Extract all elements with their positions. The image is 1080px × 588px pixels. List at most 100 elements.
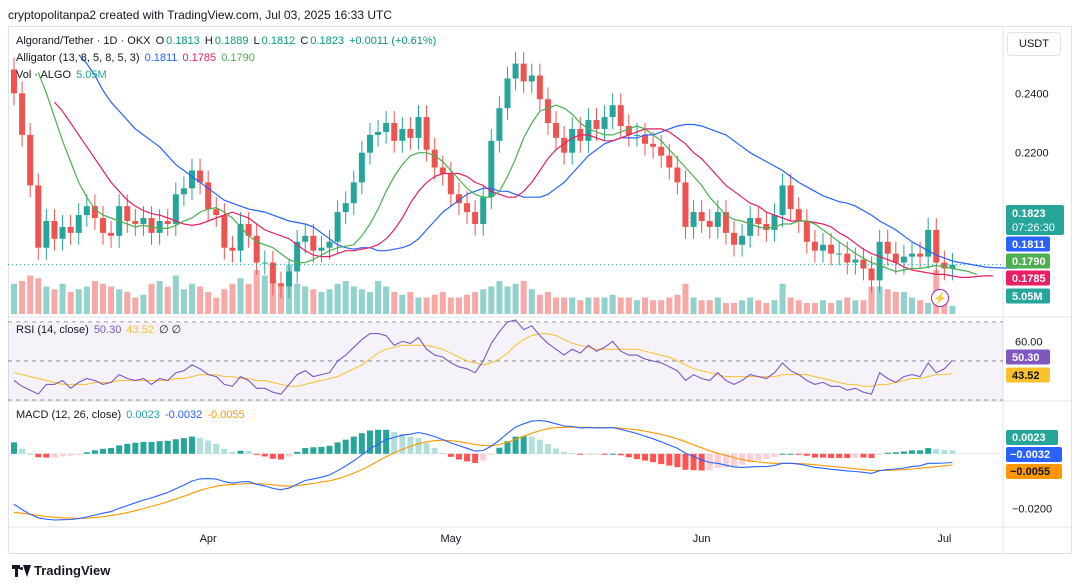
candle-body — [933, 229, 940, 263]
macd-histogram-bar — [908, 450, 915, 454]
candle-body — [803, 220, 810, 242]
macd-histogram-bar — [67, 453, 74, 456]
volume-bar — [11, 283, 17, 314]
candlesticks — [8, 51, 1003, 299]
macd-histogram-bar — [585, 453, 592, 455]
candle-body — [286, 271, 293, 287]
candle-body — [852, 259, 859, 263]
macd-histogram-bar — [237, 450, 244, 454]
lightning-icon[interactable]: ⚡ — [931, 289, 949, 307]
macd-histogram-bar — [828, 453, 835, 458]
volume-bar — [601, 297, 608, 314]
brand-name: TradingView — [34, 563, 111, 578]
candle-body — [108, 232, 115, 236]
macd-histogram-bar — [755, 453, 762, 461]
macd-histogram-bar — [488, 453, 495, 455]
volume-value: 5.05M — [76, 69, 107, 81]
volume-bar — [609, 294, 616, 314]
macd-histogram-bar — [391, 432, 398, 454]
close-label: C — [300, 35, 309, 47]
macd-histogram-bar — [795, 453, 802, 455]
macd-hist-value: 0.0023 — [126, 409, 160, 421]
macd-histogram-bar — [148, 441, 155, 454]
candle-body — [763, 223, 770, 230]
jaw-badge-bg — [1006, 236, 1050, 252]
macd-histogram-bar — [496, 447, 503, 454]
volume-bar — [180, 289, 187, 314]
volume-bar — [925, 303, 932, 314]
macd-histogram-bar — [917, 450, 924, 454]
candle-body — [19, 93, 26, 135]
macd-hist-badge: 0.0023 — [1012, 432, 1046, 444]
candle-body — [221, 215, 228, 248]
macd-histogram-bar — [941, 449, 948, 454]
macd-histogram-bar — [108, 448, 115, 454]
volume-bar — [803, 303, 810, 314]
macd-histogram-bar — [528, 436, 535, 454]
chart-frame[interactable] — [8, 26, 1072, 554]
macd-histogram-bar — [633, 453, 640, 460]
macd-histogram-bar — [642, 453, 649, 461]
rsi-ma-line — [13, 333, 953, 387]
macd-histogram-bar — [318, 446, 325, 454]
volume-bar — [172, 275, 179, 314]
candle-body — [318, 247, 325, 251]
volume-bars — [11, 264, 956, 314]
macd-signal-badge-bg — [1006, 464, 1062, 479]
volume-bar — [156, 281, 163, 314]
volume-bar — [617, 297, 624, 314]
candle-body — [229, 247, 236, 251]
volume-bar — [132, 297, 139, 314]
candle-body — [156, 220, 163, 233]
rsi-legend[interactable]: RSI (14, close) 50.30 43.52 ∅ ∅ — [16, 323, 183, 336]
volume-legend[interactable]: Vol · ALGO 5.05M — [16, 69, 109, 81]
candle-body — [739, 235, 746, 245]
macd-histogram-bar — [625, 453, 632, 458]
price-badges: 0.1823 07:26:30 0.1811 0.1790 0.1785 5.05M 50.… — [1006, 205, 1064, 479]
macd-histogram-bar — [949, 450, 956, 454]
rsi-line — [13, 319, 953, 395]
volume-bar — [633, 300, 640, 314]
alligator-legend[interactable]: Alligator (13, 8, 5, 8, 5, 3) 0.1811 0.1… — [16, 52, 257, 64]
candle-body — [520, 63, 527, 82]
candle-body — [868, 268, 875, 281]
macd-histogram-bar — [180, 438, 187, 454]
candle-body — [59, 226, 66, 239]
candle-body — [900, 256, 907, 263]
macd-line-badge: −0.0032 — [1010, 449, 1050, 461]
macd-histogram-bar — [771, 453, 778, 457]
macd-histogram-bar — [172, 439, 179, 454]
macd-histogram-bar — [261, 453, 268, 457]
volume-bar — [860, 300, 867, 314]
candle-body — [731, 232, 738, 245]
teeth-badge-bg — [1006, 270, 1050, 286]
candle-body — [213, 209, 220, 216]
macd-histogram-bar — [439, 453, 446, 455]
volume-bar — [27, 275, 34, 314]
volume-bar — [577, 300, 584, 314]
symbol-label[interactable]: Algorand/Tether · 1D · OKX — [16, 35, 151, 47]
macd-histogram-bar — [423, 443, 430, 454]
volume-bar — [464, 294, 471, 314]
candle-body — [488, 140, 495, 198]
candle-body — [747, 218, 754, 236]
macd-histogram-bar — [277, 453, 284, 460]
volume-bar — [108, 286, 115, 314]
alligator-lips-line — [37, 72, 977, 275]
macd-legend[interactable]: MACD (12, 26, close) 0.0023 -0.0032 -0.0… — [16, 409, 247, 421]
volume-bar — [399, 294, 406, 314]
currency-button[interactable]: USDT — [1007, 32, 1061, 56]
macd-histogram-bar — [553, 448, 560, 454]
macd-histogram-bar — [83, 452, 90, 454]
volume-bar — [455, 297, 462, 314]
volume-bar — [593, 297, 600, 314]
candle-body — [811, 241, 818, 251]
candle-body — [820, 244, 826, 251]
macd-histogram-bar — [99, 448, 106, 454]
candle-body — [674, 167, 681, 183]
macd-histogram-bar — [35, 453, 42, 458]
volume-bar — [876, 286, 883, 314]
rsi-badge-bg — [1006, 349, 1050, 365]
candle-body — [253, 235, 260, 263]
